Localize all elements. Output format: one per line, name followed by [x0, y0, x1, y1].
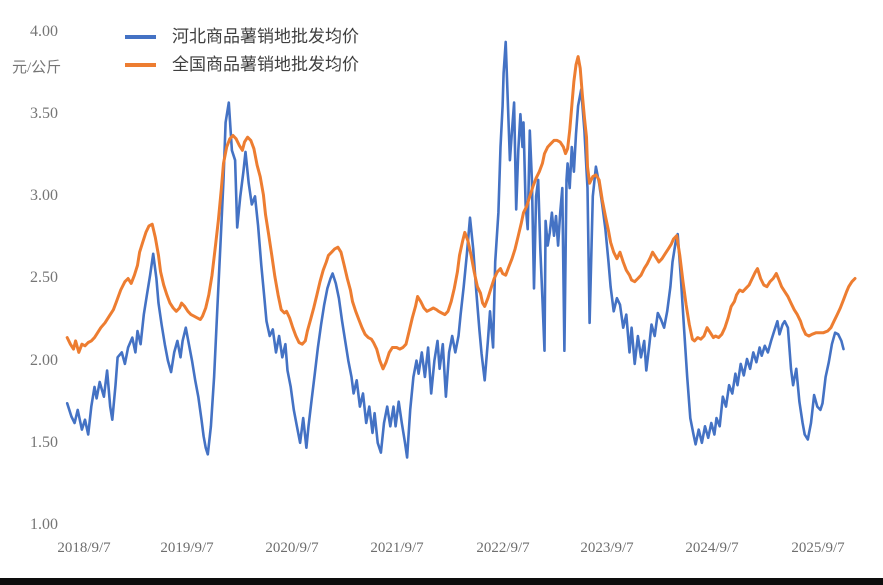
legend-label: 河北商品薯销地批发均价: [172, 27, 359, 46]
x-axis-tick-label: 2019/9/7: [160, 540, 214, 556]
national-series-line: [65, 55, 857, 371]
x-axis-tick-label: 2018/9/7: [57, 540, 111, 556]
y-axis-unit-label: 元/公斤: [12, 60, 62, 76]
x-axis-tick-label: 2021/9/7: [370, 540, 424, 556]
x-axis-tick-label: 2025/9/7: [791, 540, 845, 556]
y-axis-tick-label: 3.50: [30, 105, 58, 122]
legend-line-swatch-blue: [125, 35, 156, 39]
x-axis-tick-label: 2022/9/7: [476, 540, 530, 556]
y-axis-tick-label: 3.00: [30, 187, 58, 204]
x-axis-tick-label: 2023/9/7: [580, 540, 634, 556]
x-axis-tick-label: 2024/9/7: [685, 540, 739, 556]
legend-label: 全国商品薯销地批发均价: [172, 55, 359, 74]
y-axis-tick-label: 4.00: [30, 23, 58, 40]
y-axis-tick-label: 2.00: [30, 352, 58, 369]
bottom-border: [0, 578, 883, 585]
x-axis-tick-label: 2020/9/7: [265, 540, 319, 556]
y-axis-tick-label: 1.00: [30, 516, 58, 533]
legend-line-swatch-orange: [125, 63, 156, 67]
y-axis-tick-label: 1.50: [30, 434, 58, 451]
y-axis-tick-label: 2.50: [30, 269, 58, 286]
hebei-series-line: [65, 40, 845, 459]
